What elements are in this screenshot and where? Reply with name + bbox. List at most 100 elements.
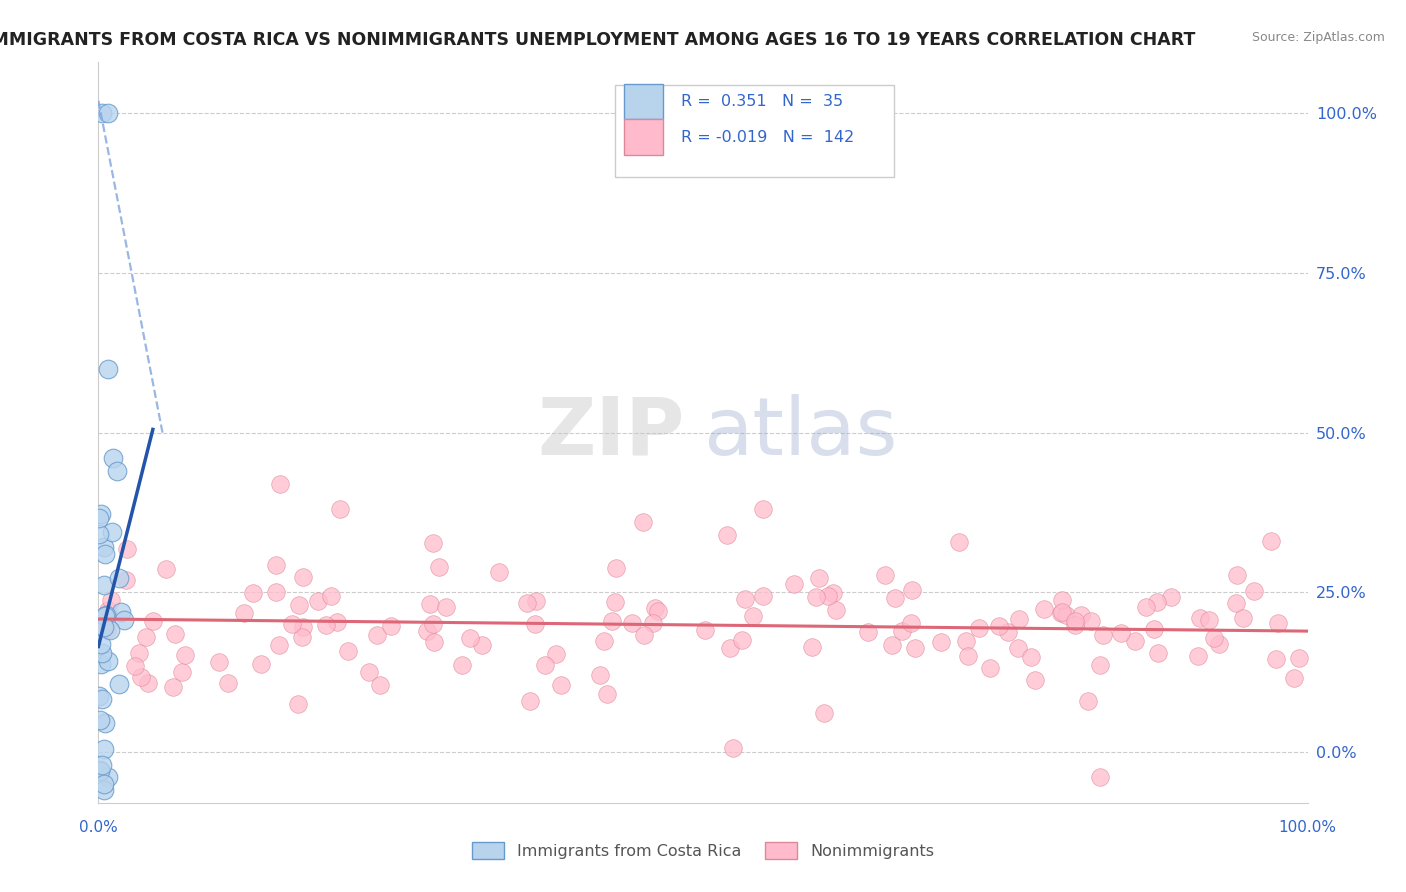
Point (107, 571, 129, 585)
Point (162, 680, 184, 694)
Bar (624, 120, 664, 155)
Point (89, 764, 111, 778)
Point (117, 542, 139, 557)
Point (1288, 650, 1310, 665)
Point (605, 560, 627, 574)
Point (900, 616, 922, 631)
Text: 100.0%: 100.0% (1278, 820, 1337, 835)
Point (1208, 637, 1230, 651)
Point (1187, 648, 1209, 663)
Point (621, 616, 644, 631)
Point (93, 540, 115, 554)
Point (603, 594, 626, 608)
Point (1142, 622, 1164, 636)
Point (900, 582, 922, 597)
Point (128, 646, 150, 660)
Point (291, 630, 314, 644)
Point (93, 777, 115, 791)
Point (87, 511, 110, 525)
Point (1050, 593, 1073, 607)
Point (136, 675, 159, 690)
Point (93, 578, 115, 592)
Point (1226, 568, 1249, 582)
Point (967, 621, 990, 635)
Point (87, 689, 110, 703)
Point (534, 658, 557, 673)
Text: Source: ZipAtlas.com: Source: ZipAtlas.com (1251, 31, 1385, 45)
Point (516, 596, 538, 610)
Point (419, 598, 441, 612)
Point (891, 624, 914, 638)
Point (1260, 534, 1282, 549)
Point (91, 691, 114, 706)
Point (1135, 599, 1157, 614)
Point (124, 659, 146, 673)
Point (1088, 770, 1111, 784)
Point (1007, 640, 1029, 655)
Point (823, 586, 845, 600)
Point (955, 633, 977, 648)
Point (422, 536, 444, 550)
Point (1050, 606, 1073, 620)
Point (97, 106, 120, 120)
Point (269, 476, 291, 491)
Text: R = -0.019   N =  142: R = -0.019 N = 142 (682, 129, 855, 145)
Point (1232, 610, 1254, 624)
Point (434, 599, 457, 614)
Point (173, 648, 195, 662)
Point (100, 593, 122, 607)
Point (380, 619, 402, 633)
Point (589, 668, 612, 682)
Point (292, 620, 315, 634)
Point (856, 625, 879, 640)
Point (593, 634, 616, 648)
Point (731, 633, 754, 648)
Point (460, 631, 482, 645)
Point (91, 757, 114, 772)
Point (101, 451, 124, 466)
Point (427, 560, 450, 574)
Point (1024, 673, 1046, 688)
Point (91, 106, 114, 120)
Point (450, 657, 472, 672)
Point (1109, 626, 1132, 640)
Point (329, 502, 352, 516)
Point (1267, 615, 1289, 630)
Point (93, 742, 115, 756)
Point (165, 627, 187, 641)
Point (307, 593, 329, 607)
Point (368, 678, 391, 692)
Point (366, 628, 388, 642)
Text: IMMIGRANTS FROM COSTA RICA VS NONIMMIGRANTS UNEMPLOYMENT AMONG AGES 16 TO 19 YEA: IMMIGRANTS FROM COSTA RICA VS NONIMMIGRA… (0, 31, 1195, 49)
Point (101, 524, 124, 539)
Point (1123, 634, 1146, 648)
Point (647, 604, 669, 618)
Point (336, 644, 359, 658)
Point (752, 502, 775, 516)
Point (882, 638, 904, 652)
Point (96, 624, 118, 638)
Point (1264, 652, 1286, 666)
Point (631, 515, 654, 529)
Point (1019, 650, 1042, 665)
Point (1008, 612, 1031, 626)
Point (93, 547, 115, 561)
Point (112, 613, 135, 627)
Point (957, 648, 980, 663)
Point (89, 764, 111, 778)
Legend: Immigrants from Costa Rica, Nonimmigrants: Immigrants from Costa Rica, Nonimmigrant… (465, 836, 941, 865)
Point (1282, 671, 1305, 685)
Point (524, 593, 547, 607)
Point (1243, 583, 1265, 598)
Point (97, 654, 120, 668)
Point (644, 600, 666, 615)
Point (721, 740, 744, 755)
Point (96, 607, 118, 622)
Point (873, 568, 896, 582)
Point (141, 614, 163, 628)
Point (105, 464, 128, 478)
Point (1088, 657, 1111, 672)
Point (291, 570, 314, 584)
Point (93, 619, 115, 633)
Point (742, 609, 765, 624)
